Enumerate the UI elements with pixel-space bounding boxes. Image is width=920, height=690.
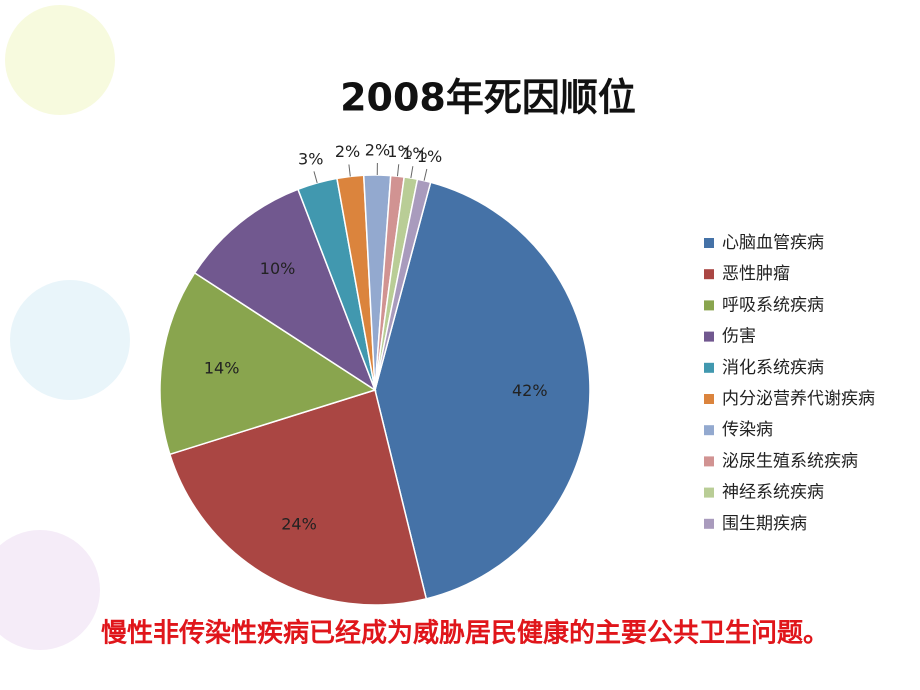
pie-slice	[374, 178, 432, 391]
legend-label: 恶性肿瘤	[722, 264, 790, 284]
legend-swatch	[704, 238, 714, 248]
legend-label: 泌尿生殖系统疾病	[722, 451, 858, 471]
data-label: 1%	[417, 147, 442, 166]
legend-swatch	[704, 425, 714, 436]
data-label: 1%	[387, 142, 412, 161]
legend-label: 伤害	[722, 327, 756, 347]
pie-slice	[193, 188, 377, 392]
data-label: 1%	[402, 144, 427, 163]
decoration	[0, 5, 130, 650]
data-label: 14%	[204, 358, 240, 377]
legend-swatch	[704, 456, 714, 467]
legend-swatch	[704, 487, 714, 498]
data-label: 2%	[365, 141, 390, 160]
chart-title: 2008年死因顺位	[340, 76, 636, 120]
data-label: 42%	[512, 381, 548, 400]
pie-slice	[168, 389, 428, 606]
leader-line	[348, 164, 351, 177]
legend-swatch	[704, 518, 714, 529]
legend-swatch	[704, 331, 714, 342]
legend-swatch	[704, 300, 714, 311]
legend-swatch	[704, 394, 714, 404]
pie-slice	[159, 271, 377, 456]
data-label: 10%	[260, 259, 296, 278]
legend-swatch	[704, 362, 714, 373]
leader-line	[396, 164, 400, 177]
leader-line	[313, 171, 318, 184]
legend-label: 神经系统疾病	[722, 483, 824, 503]
legend-label: 围生期疾病	[722, 514, 807, 534]
annotation: 慢性非传染性疾病已经成为威胁居民健康的主要公共卫生问题。	[101, 618, 829, 649]
legend-label: 传染病	[722, 420, 773, 440]
leader-line	[423, 168, 428, 181]
legend-label: 内分泌营养代谢疾病	[722, 389, 875, 409]
legend-label: 呼吸系统疾病	[722, 295, 824, 315]
pie-slice	[374, 181, 591, 600]
data-label: 2%	[335, 142, 360, 161]
legend-swatch	[704, 269, 714, 280]
legend-label: 消化系统疾病	[722, 358, 824, 378]
leader-line	[410, 166, 414, 179]
data-label: 3%	[298, 149, 323, 168]
legend-label: 心脑血管疾病	[722, 233, 824, 253]
data-label: 24%	[281, 514, 317, 533]
